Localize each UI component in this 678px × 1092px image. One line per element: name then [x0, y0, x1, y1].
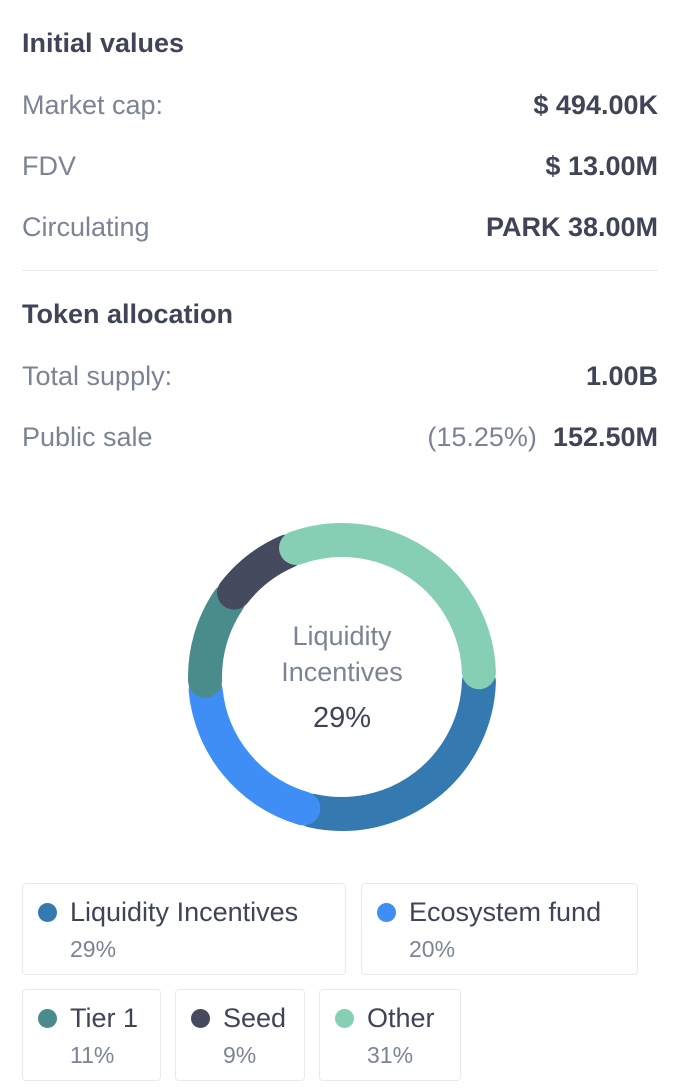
public-sale-value: 152.50M	[552, 422, 658, 452]
legend-dot	[335, 1009, 354, 1028]
legend-dot	[38, 903, 57, 922]
allocation-donut-chart: Liquidity Incentives 29%	[187, 522, 497, 832]
legend-item-liquidity-incentives[interactable]: Liquidity Incentives 29%	[22, 883, 346, 975]
donut-center-value: 29%	[312, 702, 372, 734]
market-cap-label: Market cap:	[22, 90, 164, 120]
circulating-label: Circulating	[22, 212, 150, 242]
total-supply-label: Total supply:	[22, 361, 173, 391]
donut-svg	[188, 523, 496, 831]
legend-name: Liquidity Incentives	[70, 897, 299, 927]
legend-name: Ecosystem fund	[409, 897, 602, 927]
donut-segment-other[interactable]	[279, 523, 496, 690]
legend-item-ecosystem-fund[interactable]: Ecosystem fund 20%	[361, 883, 638, 975]
initial-values-title: Initial values	[22, 28, 185, 58]
legend-percent: 29%	[70, 936, 117, 962]
legend-item-seed[interactable]: Seed 9%	[175, 989, 305, 1081]
legend-item-tier-1[interactable]: Tier 1 11%	[22, 989, 161, 1081]
total-supply-value: 1.00B	[585, 361, 658, 391]
public-sale-value-group: (15.25%) 152.50M	[427, 422, 658, 453]
legend-percent: 31%	[367, 1042, 414, 1068]
donut-segment-ecosystem-fund[interactable]	[188, 673, 321, 826]
donut-segment-seed[interactable]	[217, 534, 305, 610]
legend-name: Seed	[223, 1003, 287, 1033]
token-allocation-title: Token allocation	[22, 299, 234, 329]
donut-segment-liquidity-incentives[interactable]	[295, 664, 496, 831]
legend-percent: 9%	[223, 1042, 257, 1068]
legend-percent: 11%	[70, 1042, 115, 1068]
circulating-value: PARK 38.00M	[485, 212, 658, 242]
donut-center-label-line2: Incentives	[281, 657, 403, 687]
legend-name: Tier 1	[70, 1003, 139, 1033]
legend-percent: 20%	[409, 936, 456, 962]
donut-center-label: Liquidity Incentives	[187, 618, 497, 690]
fdv-value: $ 13.00M	[545, 151, 658, 181]
legend-dot	[377, 903, 396, 922]
public-sale-label: Public sale	[22, 422, 153, 452]
fdv-label: FDV	[22, 151, 76, 181]
section-divider	[22, 270, 658, 271]
public-sale-percent: (15.25%)	[427, 422, 537, 452]
legend-dot	[191, 1009, 210, 1028]
legend-item-other[interactable]: Other 31%	[319, 989, 461, 1081]
donut-segment-tier-1[interactable]	[188, 583, 246, 698]
legend-dot	[38, 1009, 57, 1028]
legend-name: Other	[367, 1003, 435, 1033]
donut-center-label-line1: Liquidity	[292, 621, 392, 651]
market-cap-value: $ 494.00K	[533, 90, 658, 120]
